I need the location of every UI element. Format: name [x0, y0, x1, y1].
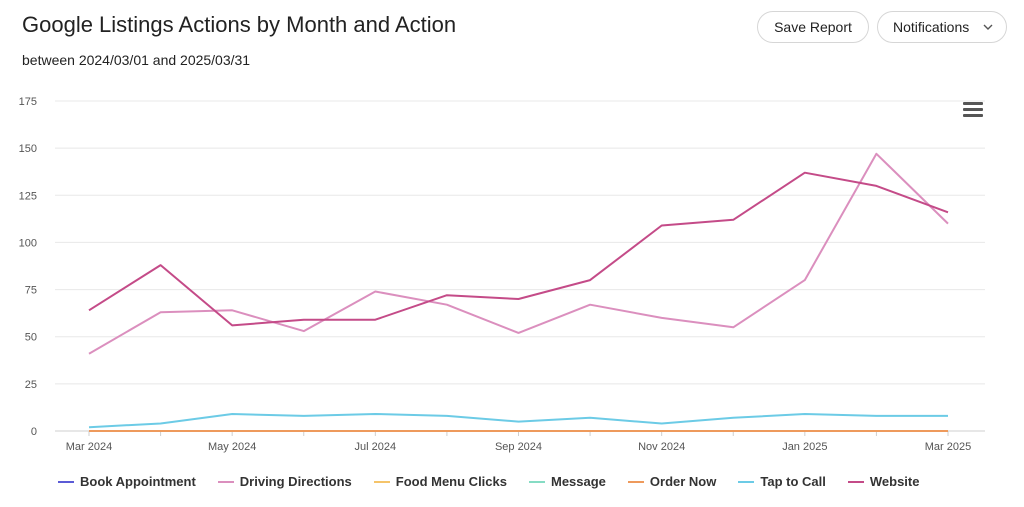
legend-label: Book Appointment	[80, 474, 196, 489]
save-report-button[interactable]: Save Report	[757, 11, 869, 43]
y-tick-label: 75	[25, 285, 37, 297]
legend-swatch	[847, 480, 864, 483]
legend-label: Food Menu Clicks	[395, 474, 507, 489]
y-tick-label: 25	[25, 379, 37, 391]
x-axis-ticks: Mar 2024 May 2024 Jul 2024 Sep 2024 Nov 2024…	[66, 431, 971, 453]
series-lines	[88, 152, 949, 432]
line-chart: 0 25 50 75 100 125 150 175 Mar 2024 May 2024 Jul …	[19, 96, 985, 453]
y-tick-label: 125	[19, 190, 37, 202]
x-tick-label: Mar 2024	[66, 441, 112, 453]
y-tick-label: 175	[19, 96, 37, 108]
legend-swatch	[528, 480, 545, 483]
series-line-website[interactable]	[88, 171, 949, 327]
x-tick-label: Mar 2025	[925, 441, 971, 453]
legend-item-website[interactable]: Website	[847, 474, 920, 489]
save-report-label: Save Report	[774, 19, 852, 35]
legend-swatch	[58, 480, 74, 483]
legend-item-driving-directions[interactable]: Driving Directions	[217, 474, 352, 489]
legend-item-message[interactable]: Message	[528, 474, 606, 489]
chevron-down-icon	[983, 24, 993, 30]
legend-swatch	[217, 480, 234, 483]
hamburger-menu-icon[interactable]	[963, 102, 983, 120]
x-tick-label: Jan 2025	[782, 441, 827, 453]
notifications-dropdown[interactable]: Notifications	[877, 11, 1007, 43]
x-tick-label: Nov 2024	[638, 441, 685, 453]
x-tick-label: May 2024	[208, 441, 256, 453]
y-tick-label: 150	[19, 143, 37, 155]
x-tick-label: Jul 2024	[355, 441, 397, 453]
page-title: Google Listings Actions by Month and Act…	[22, 12, 457, 37]
chart-grid	[55, 100, 985, 432]
y-axis-ticks: 0 25 50 75 100 125 150 175	[19, 96, 37, 438]
legend-swatch	[738, 480, 755, 483]
y-tick-label: 50	[25, 332, 37, 344]
legend-item-order-now[interactable]: Order Now	[627, 474, 717, 489]
legend-label: Tap to Call	[760, 474, 826, 489]
chart-legend: Book Appointment Driving Directions Food M…	[58, 474, 941, 489]
legend-label: Order Now	[649, 474, 717, 489]
date-range-subtitle: between 2024/03/01 and 2025/03/31	[22, 52, 251, 68]
legend-swatch	[627, 480, 644, 483]
legend-swatch	[373, 480, 390, 483]
y-tick-label: 100	[19, 237, 37, 249]
legend-label: Driving Directions	[239, 474, 352, 489]
y-tick-label: 0	[31, 426, 37, 438]
legend-item-food-menu-clicks[interactable]: Food Menu Clicks	[373, 474, 507, 489]
x-tick-label: Sep 2024	[495, 441, 542, 453]
legend-item-book-appointment[interactable]: Book Appointment	[58, 474, 196, 489]
legend-item-tap-to-call[interactable]: Tap to Call	[738, 474, 826, 489]
legend-label: Website	[869, 474, 920, 489]
notifications-label: Notifications	[893, 19, 970, 35]
legend-label: Message	[550, 474, 606, 489]
series-line-tap-to-call[interactable]	[88, 413, 948, 429]
series-line-driving-directions[interactable]	[88, 152, 949, 355]
